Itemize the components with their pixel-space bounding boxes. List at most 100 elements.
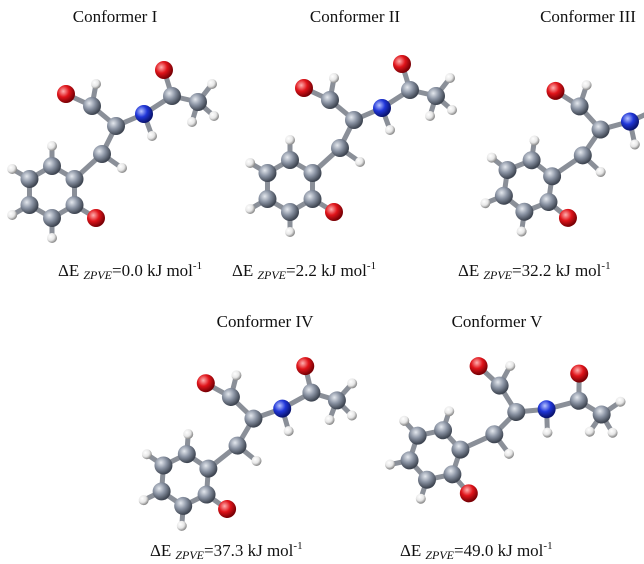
atom: [20, 196, 38, 214]
atom: [7, 164, 17, 174]
atom: [258, 190, 276, 208]
atom: [155, 61, 173, 79]
atom: [414, 492, 427, 505]
atom: [66, 170, 84, 188]
atom: [529, 135, 540, 146]
conformer-label: Conformer IV: [217, 312, 315, 331]
atom: [285, 227, 295, 237]
atom: [384, 458, 397, 471]
subscript: ZPVE: [257, 268, 286, 282]
energy-text: =49.0 kJ mol: [454, 541, 544, 560]
atom: [93, 145, 111, 163]
atom: [231, 370, 242, 381]
atom: [187, 117, 197, 127]
atom: [296, 357, 315, 376]
atom: [581, 80, 592, 91]
figure: Conformer I Conformer II Conformer III C…: [0, 0, 644, 564]
atom: [207, 79, 217, 89]
atom: [541, 426, 554, 439]
superscript: -1: [367, 260, 376, 272]
atom: [295, 79, 313, 97]
atom: [87, 209, 105, 227]
atom: [445, 73, 455, 83]
molecule: [245, 55, 457, 237]
molecule: [477, 50, 644, 260]
delta: ΔE: [232, 261, 253, 280]
atom: [245, 158, 255, 168]
atom: [258, 164, 276, 182]
atom: [321, 91, 339, 109]
energy-text: =37.3 kJ mol: [204, 541, 294, 560]
atom: [107, 117, 125, 135]
atom: [393, 55, 411, 73]
atom: [427, 87, 445, 105]
molecule: [377, 317, 635, 556]
atom: [302, 383, 321, 402]
atom: [47, 233, 57, 243]
atom: [66, 196, 84, 214]
delta: ΔE: [458, 261, 479, 280]
atom: [283, 426, 294, 437]
energy-text: =32.2 kJ mol: [512, 261, 602, 280]
atom: [567, 389, 590, 412]
atom: [57, 85, 75, 103]
atom: [183, 429, 194, 440]
atom: [245, 204, 255, 214]
atom: [20, 170, 38, 188]
delta: ΔE: [400, 541, 421, 560]
atom: [304, 190, 322, 208]
energy-label: ΔE ZPVE=2.2 kJ mol-1: [232, 260, 376, 282]
atom: [401, 81, 419, 99]
atom: [47, 141, 57, 151]
atom: [163, 87, 181, 105]
superscript: -1: [543, 540, 552, 552]
atom: [189, 93, 207, 111]
atom: [196, 374, 215, 393]
atom: [43, 157, 61, 175]
subscript: ZPVE: [175, 548, 204, 562]
atom: [568, 362, 591, 385]
atom: [325, 203, 343, 221]
atom: [285, 135, 295, 145]
delta: ΔE: [150, 541, 171, 560]
atom: [629, 139, 640, 150]
atom: [209, 111, 219, 121]
conformer-label: Conformer V: [452, 312, 544, 331]
atom: [304, 164, 322, 182]
delta: ΔE: [58, 261, 79, 280]
atom: [443, 405, 456, 418]
atom: [281, 203, 299, 221]
atom: [331, 139, 349, 157]
atom: [447, 105, 457, 115]
molecule: [137, 346, 361, 542]
conformer-label: Conformer II: [310, 7, 401, 26]
atom: [135, 105, 153, 123]
molecules: [7, 50, 644, 555]
atom: [373, 99, 391, 117]
energy-text: =0.0 kJ mol: [112, 261, 193, 280]
atom: [535, 398, 558, 421]
subscript: ZPVE: [83, 268, 112, 282]
atom: [329, 73, 339, 83]
atom: [516, 226, 527, 237]
atom: [385, 125, 395, 135]
atom: [176, 521, 187, 532]
superscript: -1: [193, 260, 202, 272]
energy-text: =2.2 kJ mol: [286, 261, 367, 280]
atom: [425, 111, 435, 121]
atom: [7, 210, 17, 220]
conformer-label: Conformer III: [540, 7, 636, 26]
atom: [91, 79, 101, 89]
molecule: [7, 61, 219, 243]
atom: [355, 157, 365, 167]
atom: [147, 131, 157, 141]
atom: [83, 97, 101, 115]
atom: [281, 151, 299, 169]
conformer-label: Conformer I: [73, 7, 158, 26]
atom: [345, 111, 363, 129]
subscript: ZPVE: [483, 268, 512, 282]
atom: [620, 111, 640, 131]
